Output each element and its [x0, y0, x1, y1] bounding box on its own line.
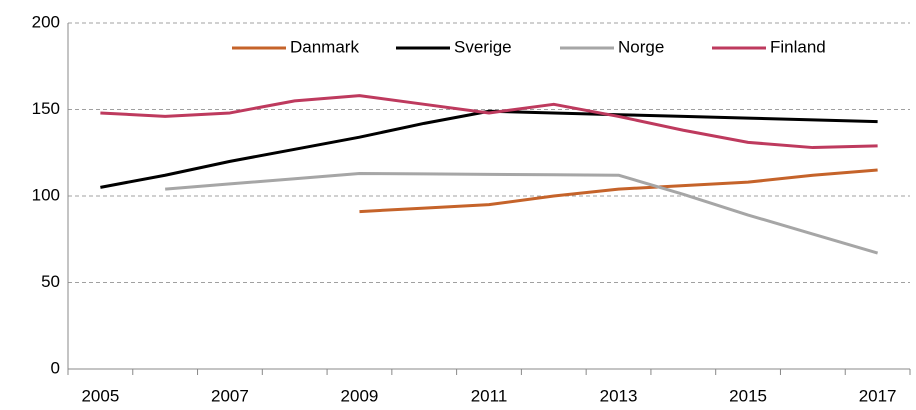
y-tick-label: 100 — [32, 185, 60, 204]
x-tick-label: 2007 — [211, 386, 249, 405]
x-tick-label: 2013 — [600, 386, 638, 405]
legend-label: Danmark — [290, 37, 359, 56]
legend-label: Finland — [770, 37, 826, 56]
x-tick-label: 2015 — [729, 386, 767, 405]
line-series — [165, 172, 879, 255]
legend-label: Norge — [618, 37, 664, 56]
x-tick-label: 2005 — [81, 386, 119, 405]
line-series — [359, 168, 878, 214]
line-series — [100, 109, 878, 189]
legend-label: Sverige — [454, 37, 512, 56]
y-tick-label: 50 — [41, 272, 60, 291]
x-tick-label: 2011 — [471, 386, 508, 405]
y-tick-label: 0 — [51, 358, 60, 377]
x-tick-label: 2017 — [859, 386, 897, 405]
line-series — [100, 94, 878, 150]
y-tick-label: 200 — [32, 12, 60, 31]
y-tick-label: 150 — [32, 99, 60, 118]
x-tick-label: 2009 — [341, 386, 379, 405]
